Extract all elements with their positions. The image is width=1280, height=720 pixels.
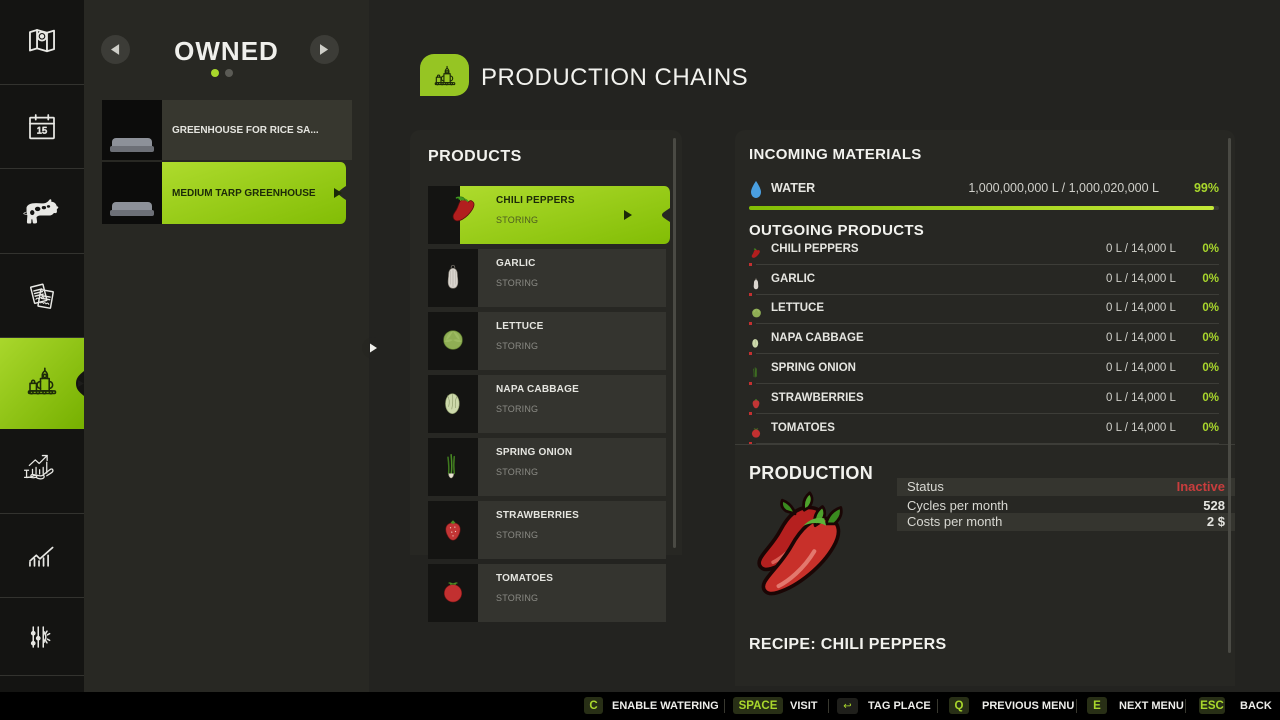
svg-text:15: 15 [37,125,47,135]
